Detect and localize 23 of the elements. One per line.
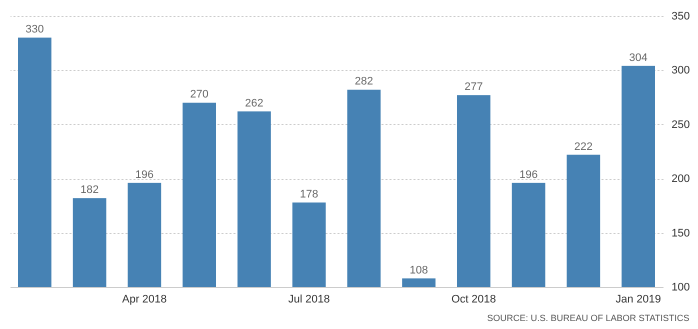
data-label: 277 bbox=[464, 81, 483, 94]
y-tick-label: 200 bbox=[672, 173, 690, 186]
data-label: 304 bbox=[629, 52, 648, 64]
source-note: SOURCE: U.S. BUREAU OF LABOR STATISTICS bbox=[487, 313, 690, 323]
data-label: 330 bbox=[26, 24, 44, 36]
y-tick-label: 350 bbox=[672, 10, 690, 22]
x-tick-label: Jan 2019 bbox=[616, 294, 661, 306]
data-label: 196 bbox=[135, 168, 154, 181]
y-tick-label: 150 bbox=[672, 227, 690, 240]
data-label: 282 bbox=[354, 76, 374, 88]
y-tick-label: 100 bbox=[672, 282, 690, 294]
y-tick-label: 300 bbox=[672, 64, 690, 77]
x-tick-label: Apr 2018 bbox=[122, 294, 167, 306]
data-label: 222 bbox=[574, 140, 593, 153]
x-tick-label: Jul 2018 bbox=[288, 294, 330, 306]
x-tick-label: Oct 2018 bbox=[451, 294, 496, 306]
data-label: 108 bbox=[410, 264, 428, 276]
data-label: 262 bbox=[245, 97, 264, 110]
y-tick-label: 250 bbox=[672, 118, 690, 131]
data-label: 182 bbox=[80, 184, 99, 196]
data-label: 270 bbox=[190, 88, 208, 101]
data-label: 196 bbox=[519, 168, 538, 181]
data-label: 178 bbox=[300, 188, 318, 200]
